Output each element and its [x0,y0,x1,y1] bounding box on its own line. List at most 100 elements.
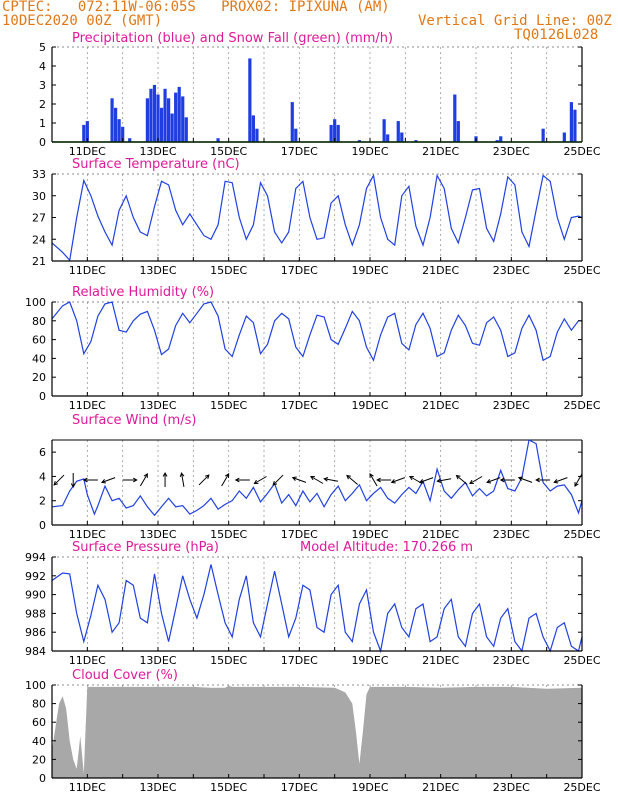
x-tick-label: 23DEC [493,264,530,277]
y-tick-label: 80 [32,698,46,711]
panel-2: 0 20 40 60 80 100 11DEC 13DEC 15DEC 17DEC 19DEC 21D… [25,285,601,412]
y-tick-label: 30 [32,190,46,203]
wind-arrow-head [253,479,259,485]
wind-arrow-head [234,477,240,483]
x-tick-label: 21DEC [422,399,459,412]
precip-bar [82,124,86,142]
wind-arrow-head [82,477,88,483]
x-tick-label: 23DEC [493,654,530,667]
y-tick-label: 0 [39,772,46,785]
x-tick-label: 25DEC [563,654,600,667]
wind-arrow [179,472,185,487]
wind-arrow-head [455,474,461,480]
wind-arrow-head [70,483,76,489]
wind-arrow [346,474,359,485]
wind-arrow [369,473,378,487]
header-grid-note: Vertical Grid Line: 00Z [418,13,612,29]
y-tick-label: 0 [39,390,46,403]
precip-bar [174,92,178,142]
x-tick-label: 21DEC [422,781,459,794]
wind-arrow-head [272,480,278,486]
header-model-code: TQ0126L028 [514,27,599,43]
x-tick-label: 13DEC [139,264,176,277]
wind-arrow-head [436,478,442,483]
x-tick-label: 15DEC [210,399,247,412]
precip-bar [290,102,294,142]
x-tick-label: 19DEC [351,399,388,412]
precip-bar [294,128,298,142]
y-tick-label: 1 [39,117,46,130]
wind-arrow-head [418,479,424,484]
wind-arrow [291,476,307,483]
wind-arrow-shaft [310,476,324,484]
precip-bar [573,109,577,142]
x-tick-label: 17DEC [281,654,318,667]
x-tick-label: 21DEC [422,264,459,277]
y-tick-label: 5 [39,41,46,54]
y-tick-label: 100 [25,296,46,309]
x-tick-label: 13DEC [139,528,176,541]
wind-arrow-shaft [139,473,148,487]
wind-arrow [553,477,568,484]
y-tick-label: 3 [39,79,46,92]
x-tick-label: 17DEC [281,399,318,412]
x-tick-label: 21DEC [422,145,459,158]
precip-bar [114,107,118,142]
wind-arrow [574,473,583,487]
y-tick-label: 4 [39,470,46,483]
precip-bar [251,115,255,142]
wind-arrow-shaft [272,474,284,486]
x-tick-label: 25DEC [563,528,600,541]
y-tick-label: 990 [25,589,46,602]
panel-title: Surface Wind (m/s) [72,413,196,428]
wind-arrow [53,474,65,486]
precip-bar [333,119,337,142]
x-tick-label: 17DEC [281,145,318,158]
y-tick-label: 6 [39,446,46,459]
y-tick-label: 992 [25,570,46,583]
wind-arrow-head [291,476,297,481]
y-tick-label: 80 [32,315,46,328]
x-tick-label: 23DEC [493,145,530,158]
wind-arrow [436,478,452,483]
precip-bar [453,94,457,142]
x-tick-label: 13DEC [139,781,176,794]
precip-bar [400,132,404,142]
precip-bar [184,117,188,142]
precip-bar [145,98,149,142]
y-tick-label: 60 [32,716,46,729]
precip-bar [382,119,386,142]
wind-arrow-head [553,479,559,484]
wind-arrow [122,477,138,483]
wind-arrow-shaft [437,478,452,482]
wind-arrow-shaft [419,477,434,483]
wind-arrow-head [469,479,474,485]
precip-bar [177,86,181,142]
y-tick-label: 988 [25,607,46,620]
wind-arrow-head [132,477,138,483]
precip-bar [121,126,125,142]
x-tick-label: 23DEC [493,781,530,794]
series-line [51,301,582,362]
wind-arrow-head [376,477,381,483]
precip-bar [396,121,400,142]
wind-arrow-shaft [346,475,359,485]
wind-arrow [139,473,148,487]
x-tick-label: 11DEC [69,528,106,541]
wind-arrow-shaft [469,476,483,484]
x-tick-label: 13DEC [139,654,176,667]
cloud-cover-area [52,685,582,778]
x-tick-label: 25DEC [563,145,600,158]
panel-title: Surface Temperature (nC) [72,157,240,172]
panel-title: Precipitation (blue) and Snow Fall (gree… [72,31,393,46]
x-tick-label: 25DEC [563,781,600,794]
precip-bar [414,140,418,142]
y-tick-label: 27 [32,212,46,225]
x-tick-label: 15DEC [210,654,247,667]
y-tick-label: 24 [32,233,46,246]
x-tick-label: 25DEC [563,264,600,277]
wind-arrow [535,477,551,483]
wind-arrow-head [390,479,396,484]
wind-arrow [100,477,116,484]
